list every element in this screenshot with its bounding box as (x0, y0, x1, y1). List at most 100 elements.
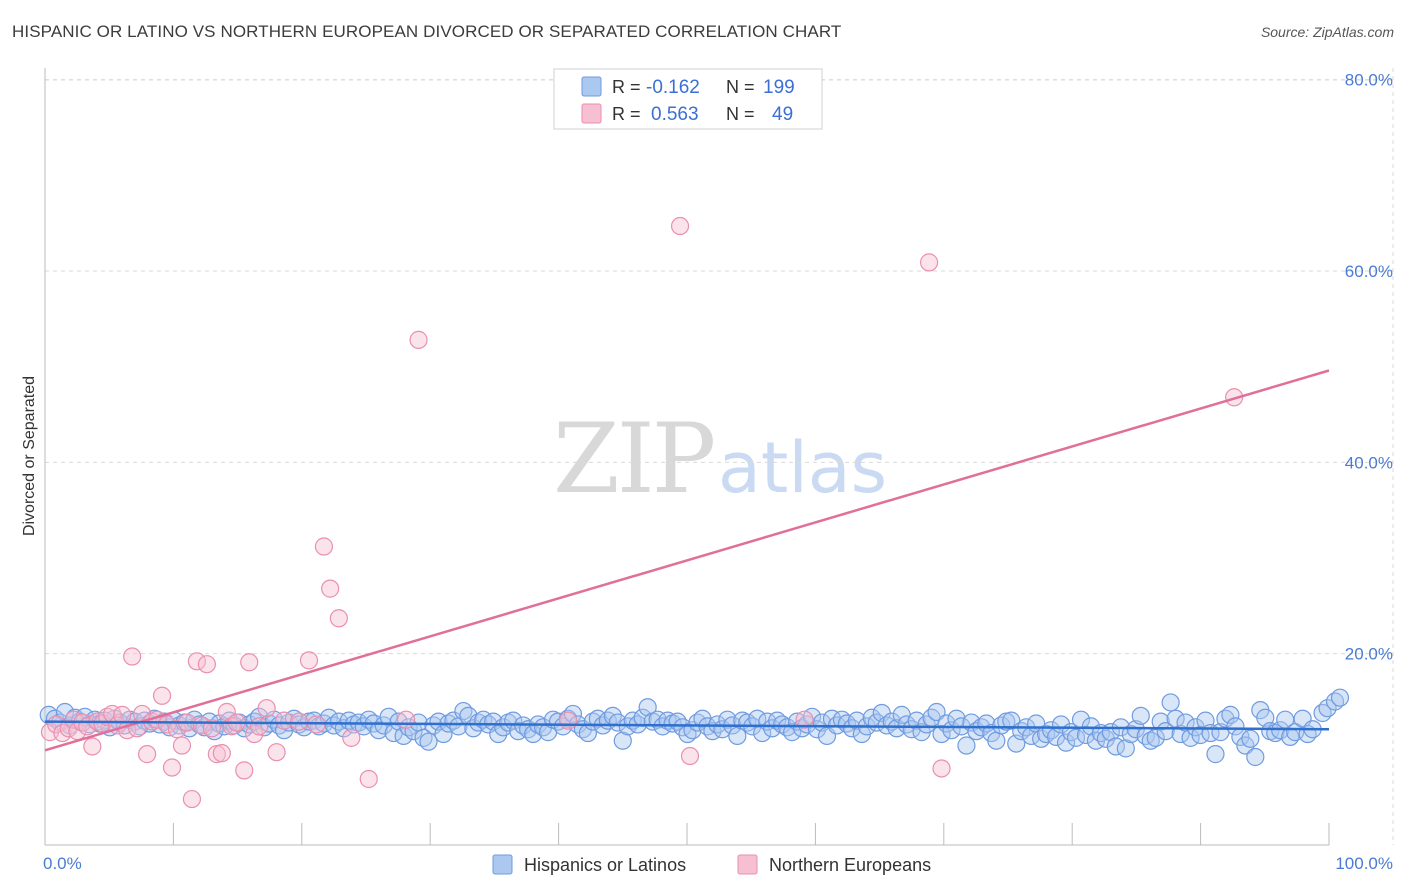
northern-europeans-point (187, 652, 207, 671)
northern-europeans-point (235, 761, 254, 780)
bottom-legend-swatch-hispanics (492, 854, 513, 875)
northern-europeans-point (329, 609, 348, 628)
northern-europeans-point (409, 330, 428, 349)
hispanics-point (434, 724, 453, 744)
series-northern-europeans-points (40, 216, 1244, 809)
northern-europeans-point (267, 743, 286, 762)
y-tick-label: 40.0% (1345, 453, 1393, 472)
hispanics-point (957, 736, 976, 755)
northern-europeans-point (167, 720, 187, 739)
northern-europeans-point (932, 759, 951, 778)
northern-europeans-point (359, 769, 378, 789)
northern-europeans-point (172, 736, 192, 755)
x-axis-ticks (44, 823, 1330, 845)
hispanics-point (887, 719, 906, 738)
northern-europeans-trend-line (44, 369, 1330, 752)
x-tick-label-max: 100.0% (1335, 854, 1393, 873)
gridlines (45, 68, 1394, 845)
hispanics-point (748, 709, 767, 728)
hispanics-point (1141, 731, 1160, 750)
northern-europeans-point (250, 717, 269, 736)
northern-europeans-point (321, 579, 340, 598)
y-axis-tick-labels: 20.0% 40.0% 60.0% 80.0% (1345, 71, 1393, 664)
y-tick-label: 20.0% (1345, 645, 1393, 664)
source-credit: Source: ZipAtlas.com (1260, 24, 1394, 40)
northern-europeans-point (53, 723, 72, 743)
legend-r-label-northern-europeans: R = (612, 104, 641, 124)
northern-europeans-point (192, 716, 211, 735)
hispanics-point (1206, 745, 1225, 764)
legend-r-label-hispanics: R = (612, 77, 641, 97)
legend-n-label-hispanics: N = (726, 77, 755, 97)
bottom-legend-label-hispanics: Hispanics or Latinos (524, 855, 686, 875)
hispanics-point (1081, 717, 1101, 736)
northern-europeans-point (397, 710, 416, 729)
hispanics-point (753, 723, 772, 743)
hispanics-point (1131, 706, 1150, 725)
hispanics-point (932, 724, 951, 744)
y-tick-label: 60.0% (1345, 262, 1393, 281)
legend-r-value-hispanics: -0.162 (646, 77, 700, 98)
hispanics-trend-line (44, 720, 1330, 731)
hispanics-point (1161, 693, 1180, 712)
hispanics-point (1116, 739, 1135, 758)
hispanics-point (608, 713, 627, 732)
northern-europeans-point (240, 653, 259, 672)
hispanics-point (927, 702, 946, 722)
hispanics-point (1221, 705, 1240, 724)
hispanics-point (987, 731, 1006, 750)
x-tick-label-min: 0.0% (43, 854, 82, 873)
hispanics-point (1056, 733, 1076, 752)
hispanics-point (773, 715, 792, 734)
hispanics-point (613, 731, 632, 750)
northern-europeans-point (138, 745, 157, 764)
hispanics-point (783, 723, 802, 742)
northern-europeans-point (795, 710, 814, 729)
hispanics-point (1241, 729, 1260, 748)
hispanics-point (907, 711, 926, 730)
stats-legend: R = -0.162 N = 199 R = 0.563 N = 49 (553, 68, 823, 130)
northern-europeans-point (919, 253, 939, 272)
bottom-legend-swatch-northern-europeans (737, 854, 758, 875)
northern-europeans-point (670, 216, 690, 236)
watermark-atlas: atlas (718, 427, 887, 509)
northern-europeans-point (558, 711, 578, 730)
hispanics-point (419, 732, 438, 751)
hispanics-point (1246, 747, 1265, 767)
hispanics-point (389, 712, 408, 731)
legend-n-value-northern-europeans: 49 (772, 104, 793, 125)
watermark-zip: ZIP (553, 403, 714, 515)
hispanics-point (1171, 724, 1190, 744)
hispanics-point (374, 716, 393, 735)
hispanics-point (638, 698, 657, 717)
northern-europeans-point (289, 712, 309, 731)
hispanics-point (847, 711, 866, 730)
series-legend: Hispanics or Latinos Northern Europeans (492, 854, 931, 875)
hispanics-point (718, 710, 737, 729)
northern-europeans-point (299, 651, 319, 670)
hispanics-point (1226, 717, 1245, 736)
hispanics-point (379, 707, 398, 726)
northern-europeans-point (152, 686, 172, 705)
hispanics-point (1151, 712, 1170, 731)
northern-europeans-point (202, 719, 221, 738)
hispanics-point (1330, 688, 1350, 707)
northern-europeans-point (157, 715, 177, 734)
bottom-legend-label-northern-europeans: Northern Europeans (769, 855, 931, 875)
northern-europeans-point (257, 699, 276, 718)
hispanics-point (1066, 728, 1086, 747)
northern-europeans-point (83, 737, 102, 756)
northern-europeans-point (680, 746, 700, 766)
northern-europeans-point (342, 728, 361, 747)
northern-europeans-point (123, 647, 142, 666)
chart-title: HISPANIC OR LATINO VS NORTHERN EUROPEAN … (12, 22, 842, 41)
hispanics-point (1156, 722, 1175, 741)
y-tick-label: 80.0% (1345, 71, 1393, 90)
legend-swatch-hispanics (581, 76, 602, 97)
legend-swatch-northern-europeans (581, 103, 602, 124)
northern-europeans-point (162, 758, 182, 777)
hispanics-point (1256, 708, 1275, 727)
legend-r-value-northern-europeans: 0.563 (651, 104, 699, 125)
northern-europeans-point (212, 744, 231, 763)
